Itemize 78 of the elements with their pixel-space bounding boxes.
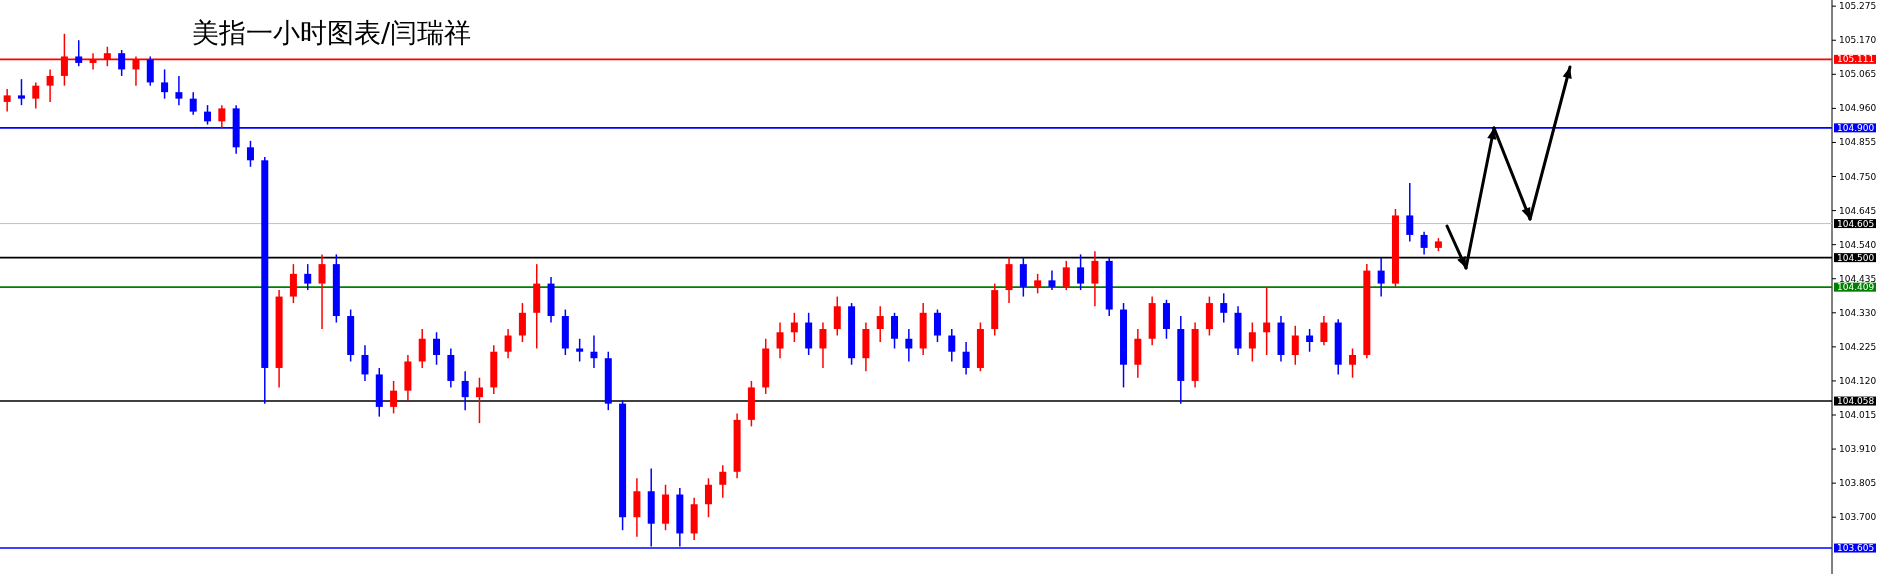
candlestick [246,140,254,168]
candlestick [1220,292,1228,324]
ref-line-label: 103.605 [1837,543,1875,554]
candlestick [1248,321,1256,363]
candlestick [905,328,913,363]
title: 美指一小时图表/闫瑞祥 [192,16,472,48]
y-tick-label: 105.275 [1839,1,1877,12]
y-tick-label: 104.015 [1839,410,1877,421]
candlestick [1019,256,1027,298]
candlestick [390,380,398,415]
candlestick [75,39,83,67]
candlestick [833,295,841,337]
candlestick [1406,182,1414,243]
ref-line-label: 104.409 [1837,282,1875,293]
ref-line-label: 104.605 [1837,218,1875,229]
y-tick-label: 103.805 [1839,478,1877,489]
candlestick [1349,347,1357,379]
y-tick-label: 104.330 [1839,307,1877,318]
candlestick [304,263,312,291]
candlestick [361,344,369,382]
candlestick [3,88,11,113]
candlestick [1420,230,1428,256]
candlestick [204,104,212,126]
y-tick-label: 104.960 [1839,103,1877,114]
candlestick [704,477,712,518]
candlestick [46,68,54,103]
candlestick [1048,269,1056,291]
y-tick-label: 103.910 [1839,444,1877,455]
candlestick [819,321,827,369]
candlestick [461,370,469,411]
y-tick-label: 104.855 [1839,137,1877,148]
candlestick [719,464,727,499]
candlestick [1306,328,1314,353]
candlestick [32,81,40,110]
candlestick [318,253,326,330]
candlestick [433,331,441,366]
candlestick [146,55,154,87]
candlestick [1320,315,1328,346]
y-tick-label: 104.540 [1839,239,1877,250]
candlestick [1291,325,1299,366]
y-tick-label: 104.645 [1839,205,1877,216]
candlestick [175,75,183,106]
y-tick-label: 104.435 [1839,273,1877,284]
candlestick [1263,286,1271,356]
candlestick [504,328,512,359]
y-tick-label: 105.065 [1839,69,1877,80]
candlestick [475,376,483,424]
candlestick [1077,253,1085,291]
y-tick-label: 104.120 [1839,375,1877,386]
y-tick-label: 105.170 [1839,35,1877,46]
candlestick [1091,250,1099,308]
candlestick [418,328,426,369]
candlestick [962,341,970,376]
candlestick [289,263,297,304]
candlestick [590,334,598,369]
y-tick-label: 104.225 [1839,341,1877,352]
candlestick [118,49,126,77]
candlestick [933,308,941,343]
candlestick [1062,260,1070,291]
ref-line-label: 104.900 [1837,122,1875,133]
candlestick [576,338,584,363]
y-tick-label: 104.750 [1839,171,1877,182]
candlestick [189,91,197,116]
ref-line-label: 104.058 [1837,396,1875,407]
y-tick-label: 103.700 [1839,512,1877,523]
candlestick [876,305,884,343]
candlestick [518,302,526,343]
candlestick [790,312,798,343]
candlestick [891,312,899,350]
candlestick [218,104,226,129]
ref-line-label: 105.111 [1837,54,1875,65]
candlestick [1034,273,1042,295]
candlestick [1377,256,1385,298]
candlestick [776,321,784,359]
candlestick [17,78,25,106]
candlestick [161,68,169,100]
candlestick [948,328,956,363]
ref-line-label: 104.500 [1837,252,1875,263]
